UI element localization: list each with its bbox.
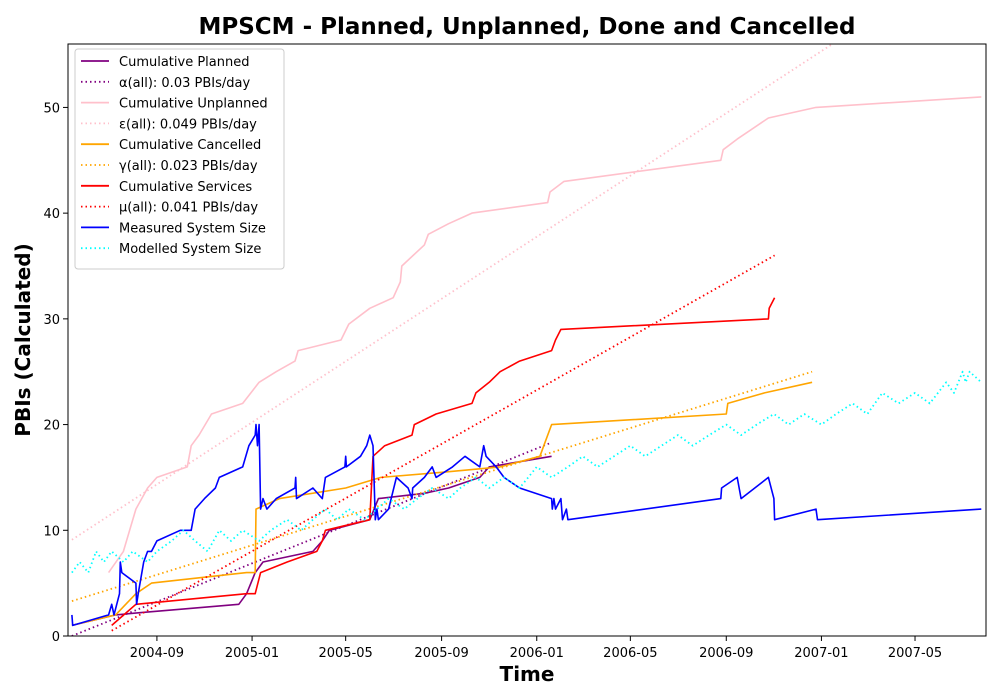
legend-entry: Measured System Size xyxy=(119,221,266,236)
plot-frame xyxy=(67,43,987,637)
legend-entry: α(all): 0.03 PBIs/day xyxy=(119,76,250,91)
y-axis-label: PBIs (Calculated) xyxy=(11,243,35,436)
x-tick-label: 2006-09 xyxy=(699,646,753,661)
legend-entry: Cumulative Services xyxy=(119,180,252,195)
legend: Cumulative Planned α(all): 0.03 PBIs/day C… xyxy=(74,48,285,270)
y-tick-label: 20 xyxy=(43,419,60,434)
series-line-6 xyxy=(111,297,776,627)
x-tick-label: 2007-01 xyxy=(794,646,848,661)
series-line-1 xyxy=(71,441,552,636)
series-line-5 xyxy=(71,370,813,602)
series-line-0 xyxy=(71,455,552,627)
legend-entry: Modelled System Size xyxy=(119,242,261,257)
series-line-7 xyxy=(111,254,776,632)
legend-entry: μ(all): 0.041 PBIs/day xyxy=(119,201,258,216)
x-tick-label: 2005-05 xyxy=(318,646,372,661)
y-tick-label: 0 xyxy=(52,630,60,645)
x-tick-label: 2004-09 xyxy=(130,646,184,661)
legend-entry: ε(all): 0.049 PBIs/day xyxy=(119,117,257,132)
x-axis-label: Time xyxy=(500,662,555,686)
legend-entry: Cumulative Cancelled xyxy=(119,138,261,153)
y-tick-label: 40 xyxy=(43,207,60,222)
series-line-2 xyxy=(107,96,982,574)
x-tick-label: 2005-01 xyxy=(225,646,279,661)
chart-title: MPSCM - Planned, Unplanned, Done and Can… xyxy=(198,14,855,40)
legend-entry: Cumulative Unplanned xyxy=(119,97,268,112)
x-tick-label: 2007-05 xyxy=(888,646,942,661)
series-line-4 xyxy=(71,381,813,627)
legend-entry: Cumulative Planned xyxy=(119,55,249,70)
x-tick-label: 2005-09 xyxy=(414,646,468,661)
y-tick-label: 30 xyxy=(43,313,60,328)
x-tick-label: 2006-01 xyxy=(510,646,564,661)
x-tick-label: 2006-05 xyxy=(603,646,657,661)
y-tick-label: 50 xyxy=(43,101,60,116)
series-line-3 xyxy=(71,44,833,541)
y-tick-label: 10 xyxy=(43,524,60,539)
legend-entry: γ(all): 0.023 PBIs/day xyxy=(119,159,258,174)
legend-box xyxy=(74,48,285,270)
series-line-9 xyxy=(71,370,982,574)
series-line-8 xyxy=(71,423,982,627)
